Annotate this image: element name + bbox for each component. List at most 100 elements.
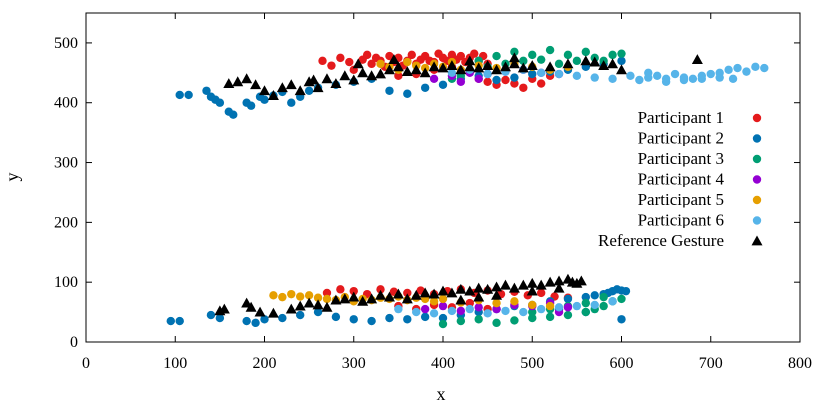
data-point [465, 298, 474, 308]
data-point [419, 67, 431, 78]
data-point [259, 85, 270, 96]
legend-label: Participant 5 [638, 190, 724, 209]
data-point [510, 73, 519, 82]
data-point [608, 50, 617, 60]
data-point [428, 288, 440, 299]
data-point [215, 98, 225, 107]
data-point [175, 90, 184, 100]
x-tick-label: 200 [253, 355, 277, 372]
data-point [456, 316, 466, 326]
data-point [429, 74, 439, 84]
data-point [296, 292, 305, 301]
data-point [581, 47, 590, 57]
data-point [536, 68, 546, 78]
data-point [349, 286, 358, 296]
data-point [446, 60, 458, 71]
data-point [322, 294, 332, 304]
data-point [590, 291, 599, 300]
data-point [447, 306, 457, 316]
data-point [635, 75, 644, 85]
data-point [728, 74, 738, 84]
data-point [376, 285, 385, 294]
data-point [536, 304, 546, 314]
legend-entry-background [565, 105, 775, 126]
data-point [607, 58, 619, 69]
data-point [464, 61, 476, 72]
data-point [572, 71, 582, 81]
data-point [553, 282, 565, 293]
data-point [544, 61, 556, 72]
data-point [438, 313, 448, 323]
data-point [206, 310, 216, 320]
y-tick-label: 0 [70, 334, 78, 351]
data-point [563, 303, 573, 312]
data-point [401, 293, 413, 304]
data-point [499, 279, 511, 290]
data-point [336, 53, 345, 63]
data-point [760, 63, 769, 73]
legend-label: Reference Gesture [598, 231, 724, 250]
y-tick-label: 100 [54, 274, 78, 291]
data-point [267, 307, 279, 318]
data-point [580, 55, 592, 66]
data-point [410, 64, 422, 75]
data-point [438, 294, 448, 304]
data-point [331, 312, 341, 322]
data-point [510, 79, 519, 88]
data-point [661, 77, 671, 86]
data-point [313, 307, 323, 317]
data-point [598, 60, 610, 71]
data-point [553, 275, 565, 286]
data-point [303, 297, 315, 308]
data-point [617, 56, 626, 66]
data-point [545, 301, 555, 311]
data-point [590, 300, 599, 310]
data-point [464, 285, 476, 296]
legend-marker [752, 113, 762, 123]
data-point [403, 89, 412, 98]
data-point [536, 55, 546, 64]
data-point [526, 277, 538, 288]
legend-entry-background [565, 166, 775, 187]
data-point [706, 69, 715, 79]
data-point [456, 77, 466, 86]
data-point [318, 56, 327, 66]
data-point [563, 50, 573, 60]
data-point [419, 287, 431, 298]
data-point [510, 47, 519, 57]
data-point [482, 60, 494, 71]
data-point [572, 56, 582, 66]
y-tick-label: 200 [54, 214, 78, 231]
data-point [563, 294, 573, 304]
data-point [455, 283, 467, 294]
data-point [438, 301, 448, 311]
x-axis-label: x [437, 384, 446, 403]
data-point [392, 61, 404, 72]
data-point [563, 310, 573, 320]
data-point [501, 306, 510, 316]
data-point [562, 58, 574, 69]
data-point [455, 64, 467, 75]
x-tick-label: 700 [699, 355, 723, 372]
data-point [242, 316, 251, 326]
data-point [575, 275, 587, 286]
data-point [267, 90, 279, 100]
data-point [612, 285, 622, 294]
data-point [679, 75, 689, 85]
axes-layer: 0 100 200 300 400 500 600 700 800 0 100 200 300 400 50… [54, 13, 812, 372]
y-axis-label: y [2, 173, 22, 182]
data-point [526, 60, 538, 71]
y-tick-label: 300 [54, 155, 78, 172]
data-point [621, 286, 631, 296]
legend-label: Participant 1 [638, 108, 724, 127]
data-point [526, 285, 538, 296]
legend-marker [752, 154, 762, 164]
data-point [501, 75, 510, 85]
data-point [376, 59, 385, 69]
data-point [336, 285, 345, 294]
series-1 [318, 49, 573, 314]
data-point [420, 312, 430, 322]
data-point [544, 276, 556, 287]
data-point [474, 74, 483, 84]
data-point [394, 71, 403, 81]
